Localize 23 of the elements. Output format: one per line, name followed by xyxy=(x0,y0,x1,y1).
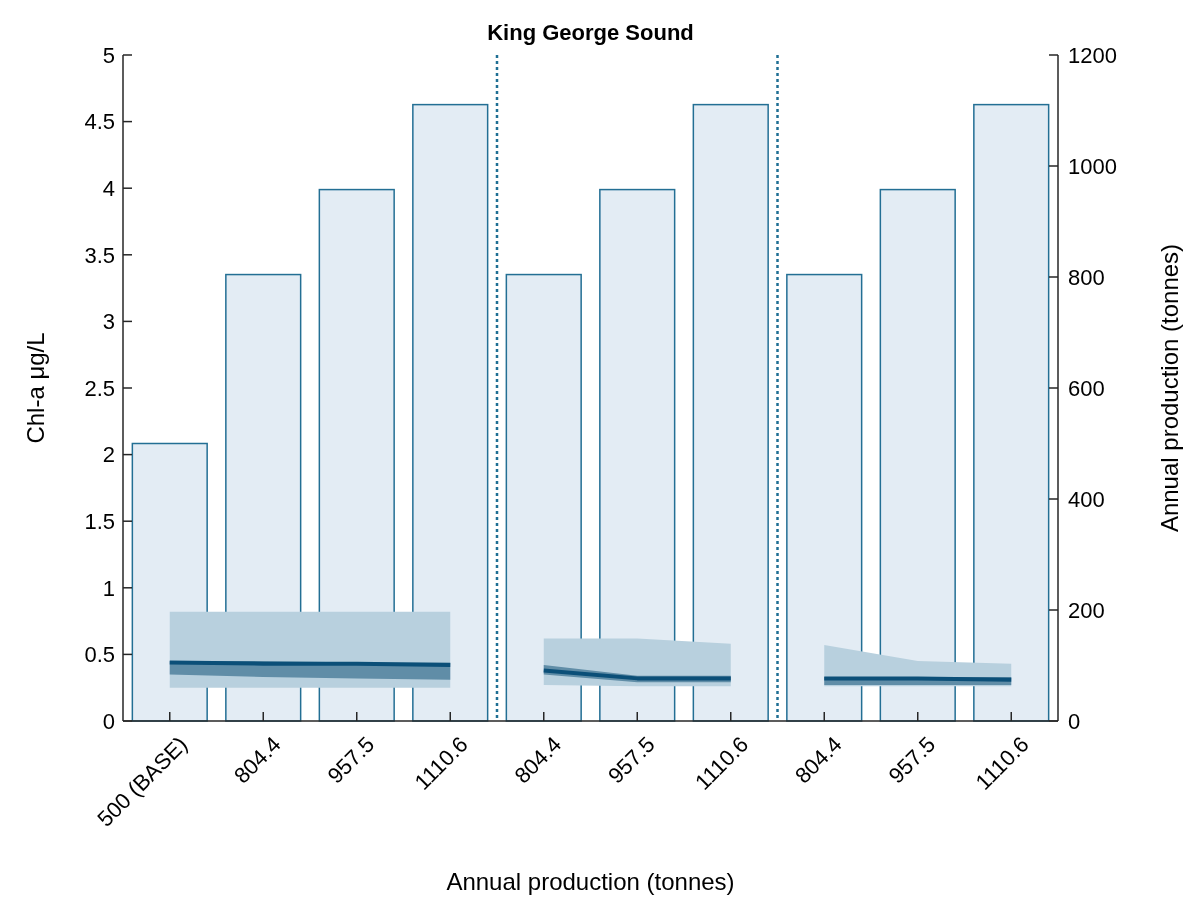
x-axis-title: Annual production (tonnes) xyxy=(446,868,735,895)
y-tick-label: 4.5 xyxy=(84,109,115,135)
y2-tick-label: 1000 xyxy=(1068,153,1117,179)
chart-title: King George Sound xyxy=(487,20,694,45)
y-tick-label: 2 xyxy=(102,442,115,468)
y-tick-label: 0.5 xyxy=(84,642,115,668)
y-tick-label: 3 xyxy=(102,309,115,335)
y-tick-label: 1.5 xyxy=(84,508,115,534)
y2-tick-label: 400 xyxy=(1068,486,1105,512)
y2-tick-label: 600 xyxy=(1068,375,1105,401)
y-tick-label: 2.5 xyxy=(84,375,115,401)
y2-tick-label: 200 xyxy=(1068,597,1105,623)
y2-axis-title: Annual production (tonnes) xyxy=(1156,243,1183,533)
y-tick-label: 4 xyxy=(102,175,115,201)
y2-tick-label: 800 xyxy=(1068,264,1105,290)
y-tick-label: 3.5 xyxy=(84,242,115,268)
y-axis-title: Chl-a μg/L xyxy=(22,332,49,444)
bar xyxy=(412,103,489,722)
y-tick-label: 0 xyxy=(102,708,115,734)
y2-tick-label: 1200 xyxy=(1068,42,1117,68)
y-tick-label: 5 xyxy=(102,42,115,68)
y2-tick-label: 0 xyxy=(1068,708,1081,734)
y-tick-label: 1 xyxy=(102,575,115,601)
